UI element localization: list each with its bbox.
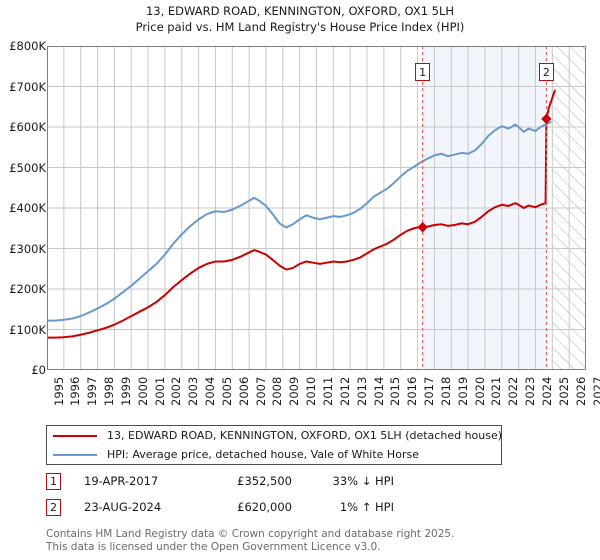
x-axis-tick-label: 2021: [489, 376, 504, 406]
table-row: 2 23-AUG-2024 £620,000 1% ↑ HPI: [46, 499, 546, 525]
legend-item-price-paid: 13, EDWARD ROAD, KENNINGTON, OXFORD, OX1…: [47, 426, 503, 445]
x-axis-tick-label: 2016: [405, 376, 420, 406]
x-axis-tick-label: 2026: [573, 376, 588, 406]
y-axis-tick-label: £300K: [9, 241, 46, 256]
chart-gridlines: [47, 46, 586, 370]
x-axis-tick-label: 2017: [422, 376, 437, 406]
transaction-vertical-lines: [422, 46, 548, 370]
x-axis-tick-label: 2004: [203, 376, 218, 406]
y-axis-tick-label: £500K: [9, 160, 46, 175]
x-axis-tick-label: 2025: [556, 376, 571, 406]
x-axis-tick-label: 1999: [118, 376, 133, 406]
chart-title-line-2: Price paid vs. HM Land Registry's House …: [135, 20, 465, 34]
x-axis-tick-label: 2027: [590, 376, 600, 406]
y-axis-tick-label: £700K: [9, 79, 46, 94]
x-axis-tick-label: 1996: [68, 376, 83, 406]
copyright-footer: Contains HM Land Registry data © Crown c…: [46, 528, 586, 553]
x-axis-tick-label: 2007: [253, 376, 268, 406]
price-history-line-chart: [47, 46, 586, 370]
y-axis-tick-label: £100K: [9, 322, 46, 337]
x-axis-tick-label: 2000: [135, 376, 150, 406]
x-axis-tick-label: 2019: [455, 376, 470, 406]
x-axis-tick-label: 2001: [152, 376, 167, 406]
x-axis-tick-label: 2024: [539, 376, 554, 406]
x-axis-tick-label: 2009: [287, 376, 302, 406]
legend-item-hpi: HPI: Average price, detached house, Vale…: [47, 445, 501, 464]
transaction-price-2: £620,000: [237, 500, 292, 514]
transaction-date-2: 23-AUG-2024: [84, 500, 162, 514]
y-axis-tick-label: £200K: [9, 282, 46, 296]
y-axis-tick-label: £0: [31, 363, 46, 377]
transaction-price-1: £352,500: [237, 474, 292, 488]
transaction-hpi-delta-2: 1% ↑ HPI: [339, 500, 394, 514]
transaction-hpi-delta-1: 33% ↓ HPI: [332, 474, 394, 488]
x-axis-tick-label: 2023: [523, 376, 538, 406]
transaction-table: 1 19-APR-2017 £352,500 33% ↓ HPI 2 23-AU…: [46, 473, 546, 525]
x-axis-tick-label: 2012: [337, 376, 352, 406]
chart-marker-1: 1: [415, 63, 431, 81]
chart-title: 13, EDWARD ROAD, KENNINGTON, OXFORD, OX1…: [0, 3, 600, 35]
x-axis-tick-label: 1997: [85, 376, 100, 406]
x-axis-tick-label: 2018: [438, 376, 453, 406]
transaction-badge-1: 1: [46, 473, 61, 490]
transaction-date-1: 19-APR-2017: [84, 474, 159, 488]
y-axis-tick-label: £800K: [9, 39, 46, 53]
x-axis-tick-label: 2002: [169, 376, 184, 406]
footer-line-2: This data is licensed under the Open Gov…: [46, 540, 381, 553]
x-axis-tick-label: 2010: [304, 376, 319, 406]
x-axis-tick-label: 2011: [321, 376, 335, 406]
x-axis-tick-label: 2014: [371, 376, 386, 406]
y-axis-tick-label: £400K: [9, 201, 46, 215]
chart-title-line-1: 13, EDWARD ROAD, KENNINGTON, OXFORD, OX1…: [145, 4, 455, 18]
chart-axis-frame: [47, 46, 586, 370]
x-axis-tick-label: 2022: [506, 376, 521, 406]
x-axis-tick-label: 2013: [354, 376, 369, 406]
x-axis-tick-label: 1998: [102, 376, 117, 406]
chart-series-lines: [47, 89, 556, 339]
x-axis-tick-label: 1995: [51, 376, 66, 406]
x-axis-tick-label: 2008: [270, 376, 285, 406]
chart-legend: 13, EDWARD ROAD, KENNINGTON, OXFORD, OX1…: [46, 425, 502, 465]
x-axis-tick-label: 2006: [236, 376, 251, 406]
transaction-badge-2: 2: [46, 499, 61, 516]
y-axis-tick-label: £600K: [9, 120, 46, 134]
x-axis-tick-label: 2003: [186, 376, 201, 406]
chart-marker-2: 2: [538, 63, 554, 81]
table-row: 1 19-APR-2017 £352,500 33% ↓ HPI: [46, 473, 546, 499]
legend-label-hpi: HPI: Average price, detached house, Vale…: [107, 448, 419, 461]
x-axis-tick-label: 2005: [219, 376, 234, 406]
x-axis-tick-label: 2020: [472, 376, 487, 406]
legend-swatch-hpi: [53, 453, 97, 456]
x-axis-tick-label: 2015: [388, 376, 403, 406]
legend-label-price-paid: 13, EDWARD ROAD, KENNINGTON, OXFORD, OX1…: [107, 429, 503, 442]
footer-line-1: Contains HM Land Registry data © Crown c…: [46, 528, 455, 540]
legend-swatch-price-paid: [53, 434, 97, 437]
